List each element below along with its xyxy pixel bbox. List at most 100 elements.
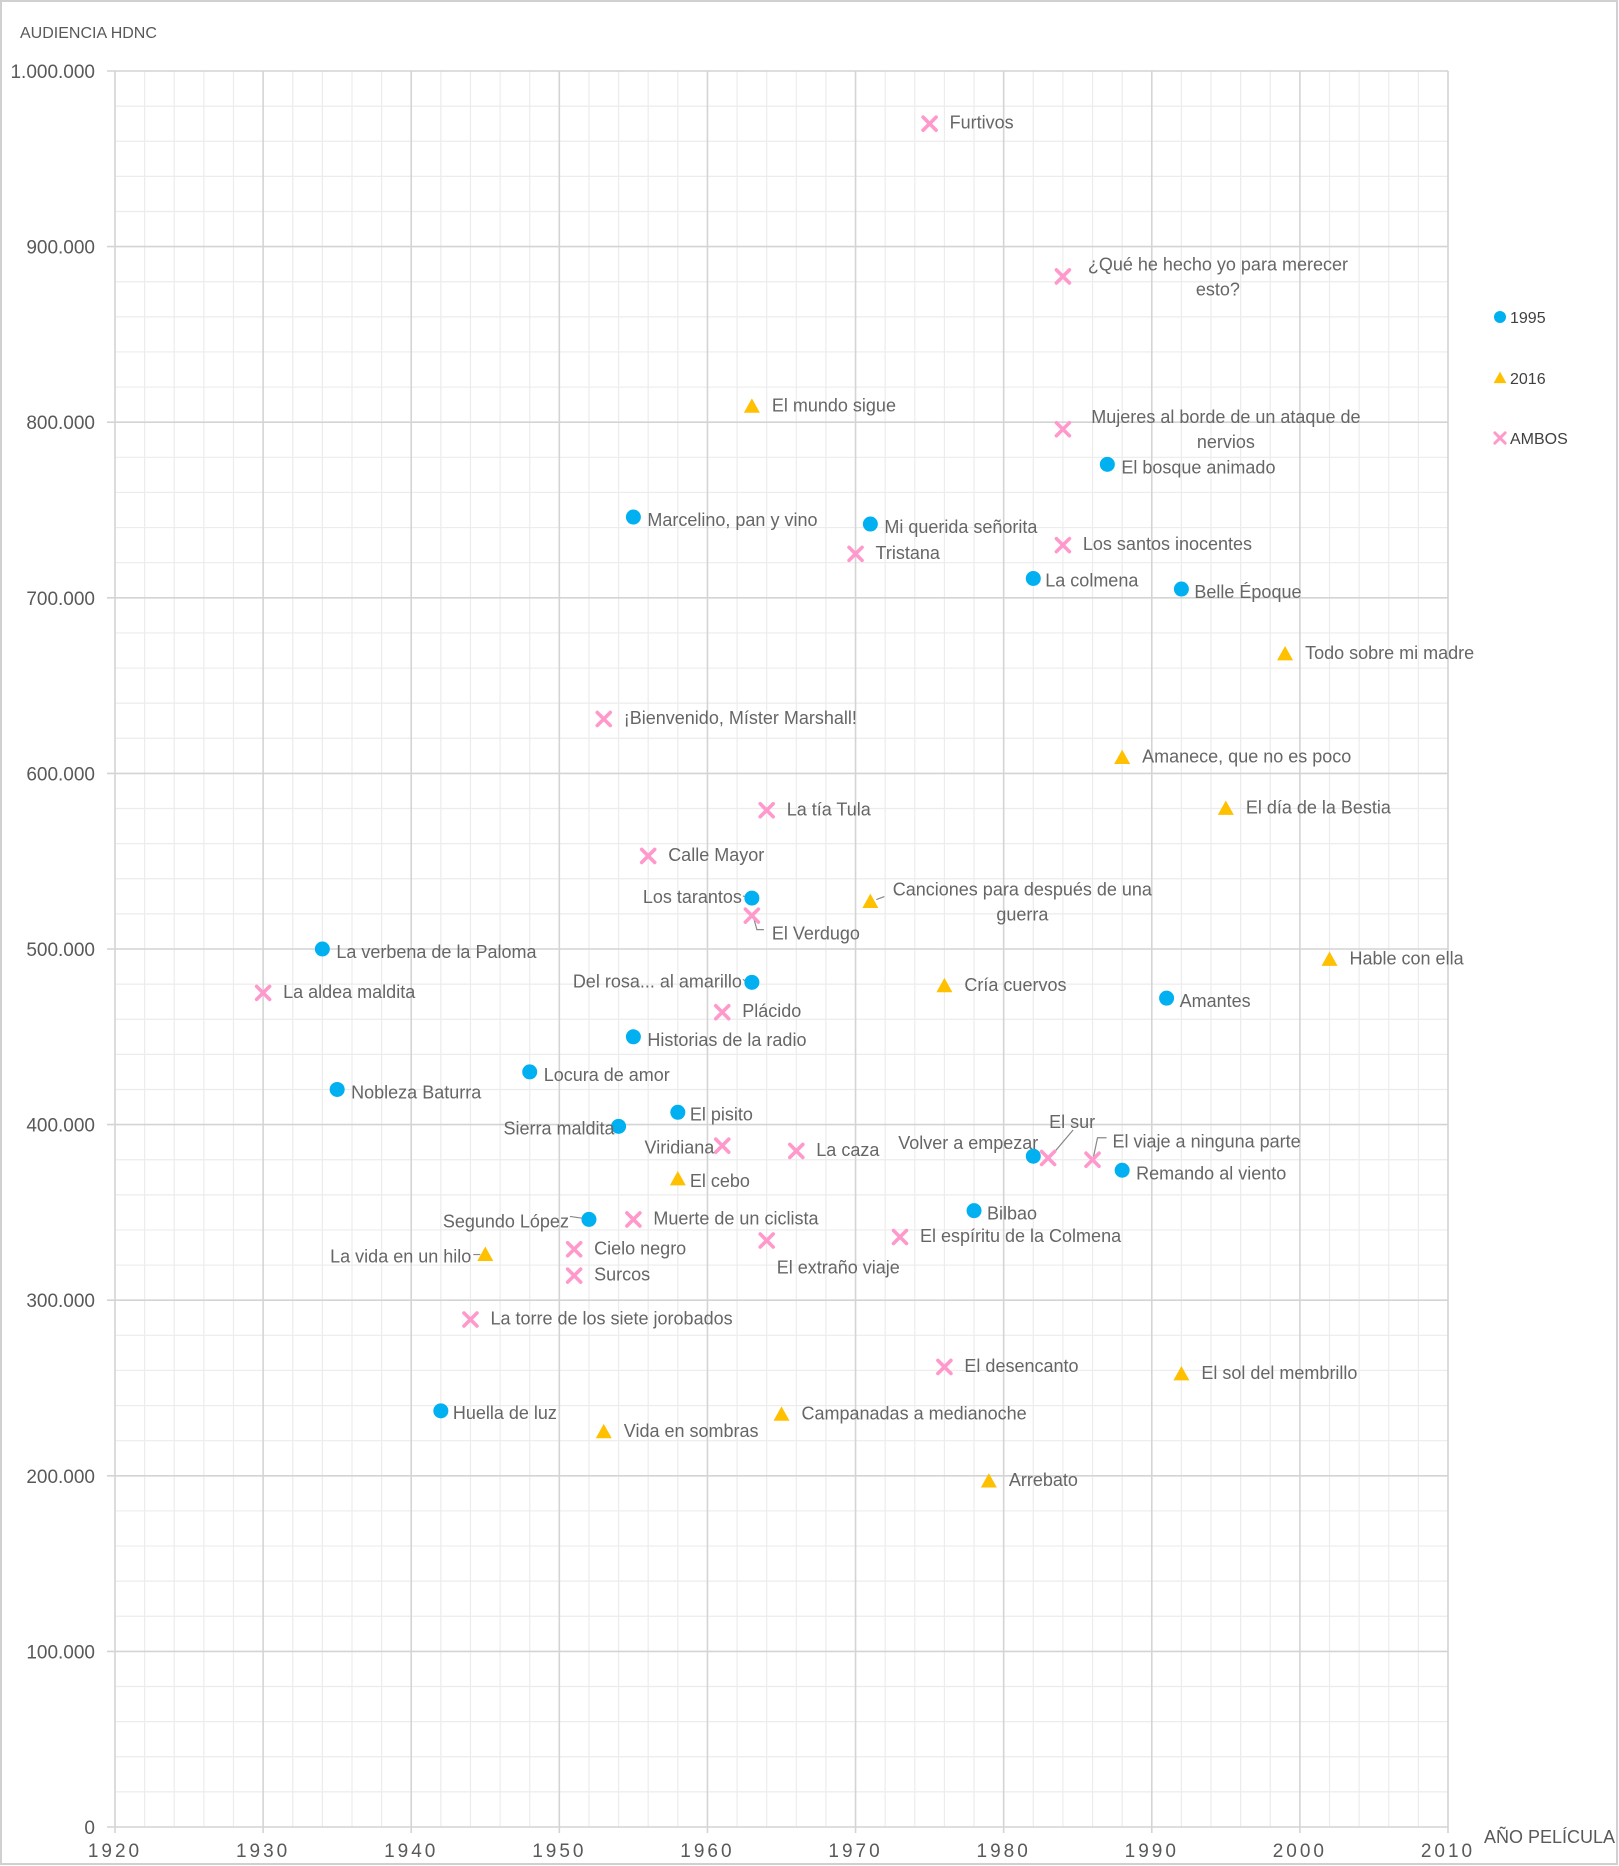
x-axis-ticks: 1920 1930 1940 1950 1960 1970 1980 1990 2000 2010 <box>88 1841 1472 1862</box>
data-label: guerra <box>996 905 1049 925</box>
data-label: Plácido <box>742 1001 801 1021</box>
data-label: Mujeres al borde de un ataque de <box>1091 407 1360 427</box>
data-label: Calle Mayor <box>668 845 764 865</box>
legend-label: 2016 <box>1510 371 1546 388</box>
leader-line <box>1092 1137 1107 1157</box>
data-point-x <box>758 801 775 819</box>
data-point-triangle <box>1277 645 1294 661</box>
data-label: Todo sobre mi madre <box>1305 643 1474 663</box>
data-label: Amanece, que no es poco <box>1142 747 1351 767</box>
y-axis-ticks: 0 100.000 200.000 300.000 400.000 500.000 600.… <box>10 62 95 1839</box>
data-label: Muerte de un ciclista <box>653 1208 819 1228</box>
data-point-circle <box>433 1403 449 1419</box>
data-point-circle <box>581 1211 597 1227</box>
x-tick-label: 1980 <box>977 1841 1031 1862</box>
data-label: La aldea maldita <box>283 982 416 1002</box>
data-label: La verbena de la Paloma <box>336 942 537 962</box>
leader-line <box>876 896 885 901</box>
data-point-triangle <box>1217 800 1234 815</box>
data-point-circle <box>1173 581 1189 597</box>
gridlines <box>107 70 1449 1833</box>
data-point-triangle <box>1114 749 1131 764</box>
data-point-x <box>1039 1149 1057 1167</box>
data-point-x <box>936 1358 953 1376</box>
data-point-x <box>743 907 761 924</box>
data-label: Furtivos <box>950 113 1014 133</box>
data-point-circle <box>329 1081 345 1097</box>
y-axis-title: AUDIENCIA HDNC <box>20 25 157 42</box>
data-point-circle <box>862 516 878 532</box>
data-point-x <box>847 545 864 563</box>
data-point-x <box>891 1228 909 1246</box>
data-label: La tía Tula <box>787 799 872 819</box>
data-point-x <box>713 1003 731 1021</box>
legend-marker-triangle <box>1493 371 1507 384</box>
data-label: El extraño viaje <box>777 1257 900 1277</box>
data-label: La vida en un hilo <box>330 1247 471 1267</box>
y-tick-label: 600.000 <box>26 764 95 785</box>
data-label: El día de la Bestia <box>1246 798 1392 818</box>
data-point-circle <box>744 974 760 990</box>
data-label: Segundo López <box>443 1211 569 1231</box>
data-point-circle <box>611 1118 627 1134</box>
data-point-circle <box>1159 990 1175 1006</box>
x-tick-label: 1970 <box>828 1841 882 1862</box>
data-point-triangle <box>1321 951 1338 966</box>
x-tick-label: 1940 <box>384 1841 438 1862</box>
data-label: Sierra maldita <box>504 1118 616 1138</box>
data-label: El Verdugo <box>772 924 860 944</box>
data-point-x <box>1054 536 1072 554</box>
x-tick-label: 2000 <box>1273 1841 1327 1862</box>
data-label: Huella de luz <box>453 1403 557 1423</box>
data-point-circle <box>966 1203 982 1219</box>
data-label: La caza <box>816 1140 880 1160</box>
data-label: Marcelino, pan y vino <box>647 510 817 530</box>
data-label: Arrebato <box>1009 1470 1078 1490</box>
data-point-x <box>758 1232 775 1249</box>
x-tick-label: 1990 <box>1125 1841 1179 1862</box>
data-label: Surcos <box>594 1265 650 1285</box>
data-label: Campanadas a medianoche <box>802 1403 1027 1423</box>
data-label: El cebo <box>690 1171 750 1191</box>
legend-marker-circle <box>1494 311 1506 323</box>
data-label: Mi querida señorita <box>884 517 1038 537</box>
data-label: Volver a empezar <box>898 1133 1038 1153</box>
data-label: Vida en sombras <box>624 1421 759 1441</box>
data-label: El sol del membrillo <box>1201 1363 1357 1383</box>
y-tick-label: 800.000 <box>26 413 95 434</box>
data-label: El mundo sigue <box>772 395 896 415</box>
data-point-circle <box>1025 570 1041 586</box>
data-point-x <box>1054 268 1072 285</box>
data-label: ¿Qué he hecho yo para merecer <box>1088 254 1348 274</box>
data-label: Del rosa... al amarillo <box>573 971 742 991</box>
data-label: Hable con ella <box>1350 949 1465 969</box>
data-label: El sur <box>1049 1112 1095 1132</box>
data-label: Cría cuervos <box>964 975 1066 995</box>
x-axis-title: AÑO PELÍCULA <box>1484 1826 1615 1847</box>
data-point-x <box>713 1137 731 1154</box>
data-point-x <box>921 115 938 132</box>
data-label: El pisito <box>690 1104 753 1124</box>
data-point-circle <box>1099 456 1115 472</box>
legend-label: 1995 <box>1510 310 1546 327</box>
data-point-triangle <box>936 977 953 993</box>
data-point-triangle <box>477 1246 494 1261</box>
data-point-x <box>788 1142 805 1160</box>
data-point-x <box>254 984 272 1002</box>
data-point-triangle <box>1173 1365 1190 1381</box>
y-tick-label: 400.000 <box>26 1116 95 1137</box>
data-label: Cielo negro <box>594 1238 686 1258</box>
data-label: Nobleza Baturra <box>351 1082 482 1102</box>
leader-line <box>753 918 764 931</box>
data-point-triangle <box>669 1171 686 1186</box>
y-tick-label: 100.000 <box>26 1642 95 1663</box>
data-label: Belle Époque <box>1194 582 1301 602</box>
data-point-circle <box>625 1029 641 1045</box>
data-point-x <box>639 847 657 865</box>
data-label: El viaje a ninguna parte <box>1113 1132 1301 1152</box>
data-label: Los tarantos <box>643 887 742 907</box>
x-tick-label: 1930 <box>236 1841 290 1862</box>
y-tick-label: 500.000 <box>26 940 95 961</box>
